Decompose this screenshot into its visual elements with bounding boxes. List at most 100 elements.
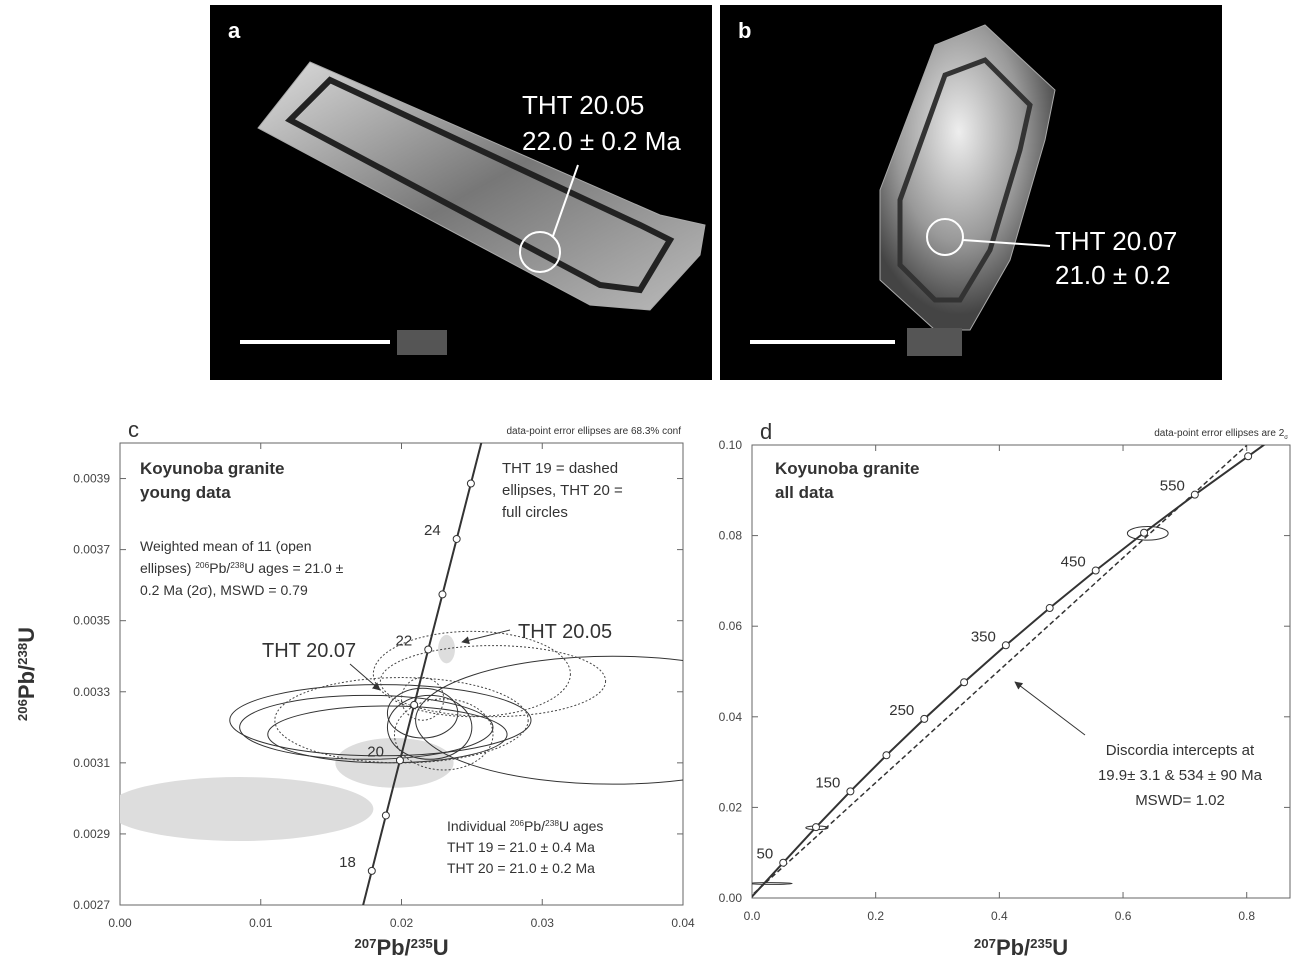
x-tick-label: 0.04 [671,916,695,930]
age-label: 550 [1160,478,1185,495]
individual: THT 19 = 21.0 ± 0.4 Ma [447,839,595,855]
text-part: Pb/ [996,935,1030,960]
y-tick-label: 0.0039 [73,472,110,486]
spot-label: THT 20.07 [1055,226,1177,256]
scale-box [397,330,447,355]
text-part: THT 20 = 21.0 ± 0.2 Ma [447,860,595,876]
y-tick-label: 0.10 [719,438,743,452]
x-tick-label: 0.0 [744,909,761,923]
age-marker [425,646,432,653]
x-axis-label: 207Pb/235U [354,935,448,960]
age-label: 18 [339,854,356,871]
age-marker [1245,453,1252,460]
superscript: 206 [15,699,30,721]
text-part: U ages [559,818,603,834]
x-tick-label: 0.4 [991,909,1008,923]
spot-age: 21.0 ± 0.2 [1055,260,1170,290]
age-label: 24 [424,522,441,539]
spot-age: 22.0 ± 0.2 Ma [522,126,681,156]
y-tick-label: 0.02 [719,800,743,814]
x-tick-label: 0.00 [108,916,132,930]
panel-a: a THT 20.05 22.0 ± 0.2 Ma [210,5,712,380]
chart: c data-point error ellipses are 68.3% con… [14,373,810,969]
age-marker [1141,529,1148,536]
age-marker [396,757,403,764]
age-label: 22 [396,632,413,649]
callout: THT 20.07 [262,640,356,662]
age-marker [467,480,474,487]
y-axis-label: 206Pb/238U [14,627,39,721]
y-tick-label: 0.00 [719,891,743,905]
superscript: 206 [510,818,524,828]
discordia-note: MSWD= 1.02 [1135,792,1225,809]
y-tick-label: 0.0035 [73,614,110,628]
text-part: Individual [447,818,510,834]
text-part: U [1052,935,1068,960]
figure: a THT 20.05 22.0 ± 0.2 Ma b THT 20.07 21… [0,0,1315,969]
x-tick-label: 0.02 [390,916,414,930]
age-marker [921,715,928,722]
mean: Weighted mean of 11 (open [140,538,312,554]
page: a THT 20.05 22.0 ± 0.2 Ma b THT 20.07 21… [0,0,1315,969]
individual: Individual 206Pb/238U ages [447,818,603,834]
x-tick-label: 0.2 [867,909,884,923]
text-part: THT 19 = 21.0 ± 0.4 Ma [447,839,595,855]
age-marker [780,859,787,866]
x-tick-label: 0.6 [1115,909,1132,923]
mean: 0.2 Ma (2σ), MSWD = 0.79 [140,582,308,598]
age-marker [1191,491,1198,498]
text-part: Pb/ [376,935,410,960]
callout: THT 20.05 [518,621,612,643]
sample: all data [775,483,834,502]
panel-label: d [760,419,772,444]
note: data-point error ellipses are 68.3% conf [506,426,681,437]
panel-label: a [228,18,241,43]
age-marker [368,867,375,874]
age-label: 20 [367,743,384,760]
error-ellipse [438,635,455,663]
text-part: data-point error ellipses are 2 [1154,428,1285,439]
text-part: Pb/ [14,665,39,699]
age-marker [961,679,968,686]
panel-label: b [738,18,751,43]
individual: THT 20 = 21.0 ± 0.2 Ma [447,860,595,876]
y-tick-label: 0.0029 [73,827,110,841]
text-part: Pb/ [524,818,545,834]
text-part: Weighted mean of 11 (open [140,538,312,554]
y-tick-label: 0.06 [719,619,743,633]
x-tick-label: 0.01 [249,916,273,930]
y-tick-label: 0.0031 [73,756,110,770]
sample: Koyunoba granite [775,459,920,478]
x-tick-label: 0.8 [1238,909,1255,923]
note: data-point error ellipses are 2σ [1154,428,1288,441]
text-part: U ages = 21.0 ± [244,560,343,576]
spot-label: THT 20.05 [522,90,644,120]
age-marker [1046,605,1053,612]
legend-note: ellipses, THT 20 = [502,482,623,499]
text-part: 0.2 Ma (2σ), MSWD = 0.79 [140,582,308,598]
age-label: 250 [889,702,914,719]
age-label: 150 [815,774,840,791]
age-marker [382,812,389,819]
panel-label: c [128,417,139,442]
scale-box [907,328,962,356]
superscript: 235 [1030,936,1052,951]
text-part: Pb/ [209,560,230,576]
panel-b: b THT 20.07 21.0 ± 0.2 [720,5,1222,380]
superscript: 238 [15,643,30,665]
age-marker [812,824,819,831]
y-tick-label: 0.0033 [73,685,110,699]
y-tick-label: 0.0027 [73,898,110,912]
age-marker [411,701,418,708]
superscript: 235 [411,936,433,951]
age-marker [883,752,890,759]
age-marker [453,535,460,542]
chart: d data-point error ellipses are 2σ 0.0 0.2 0… [718,380,1315,960]
discordia-note: Discordia intercepts at [1106,742,1255,759]
age-label: 450 [1061,554,1086,571]
y-tick-label: 0.0037 [73,543,110,557]
sample: young data [140,483,231,502]
text-part: ellipses) [140,560,195,576]
age-marker [1002,642,1009,649]
age-marker [847,788,854,795]
